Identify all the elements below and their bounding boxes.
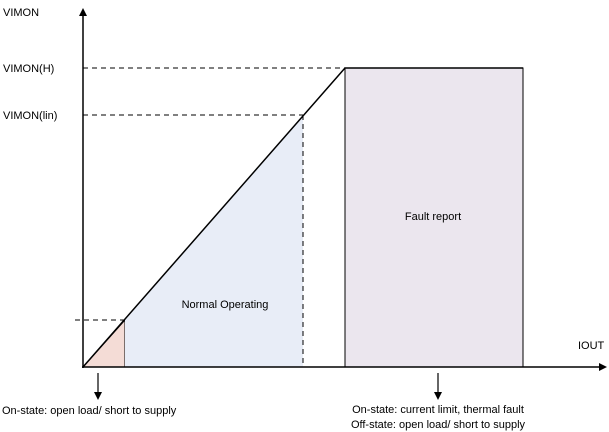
y-axis-label: VIMON (3, 7, 39, 19)
normal-region (125, 115, 303, 367)
note: On-state: current limit, thermal fault (352, 404, 524, 416)
level-label: VIMON(H) (3, 63, 54, 75)
region-label: Normal Operating (182, 299, 269, 311)
x-axis-label: IOUT (578, 340, 605, 352)
fault-region (344, 67, 524, 368)
note: Off-state: open load/ short to supply (351, 419, 526, 431)
curve (82, 67, 523, 368)
region-label: Fault report (405, 211, 461, 223)
level-label: VIMON(lin) (3, 110, 57, 122)
note: On-state: open load/ short to supply (2, 405, 177, 417)
